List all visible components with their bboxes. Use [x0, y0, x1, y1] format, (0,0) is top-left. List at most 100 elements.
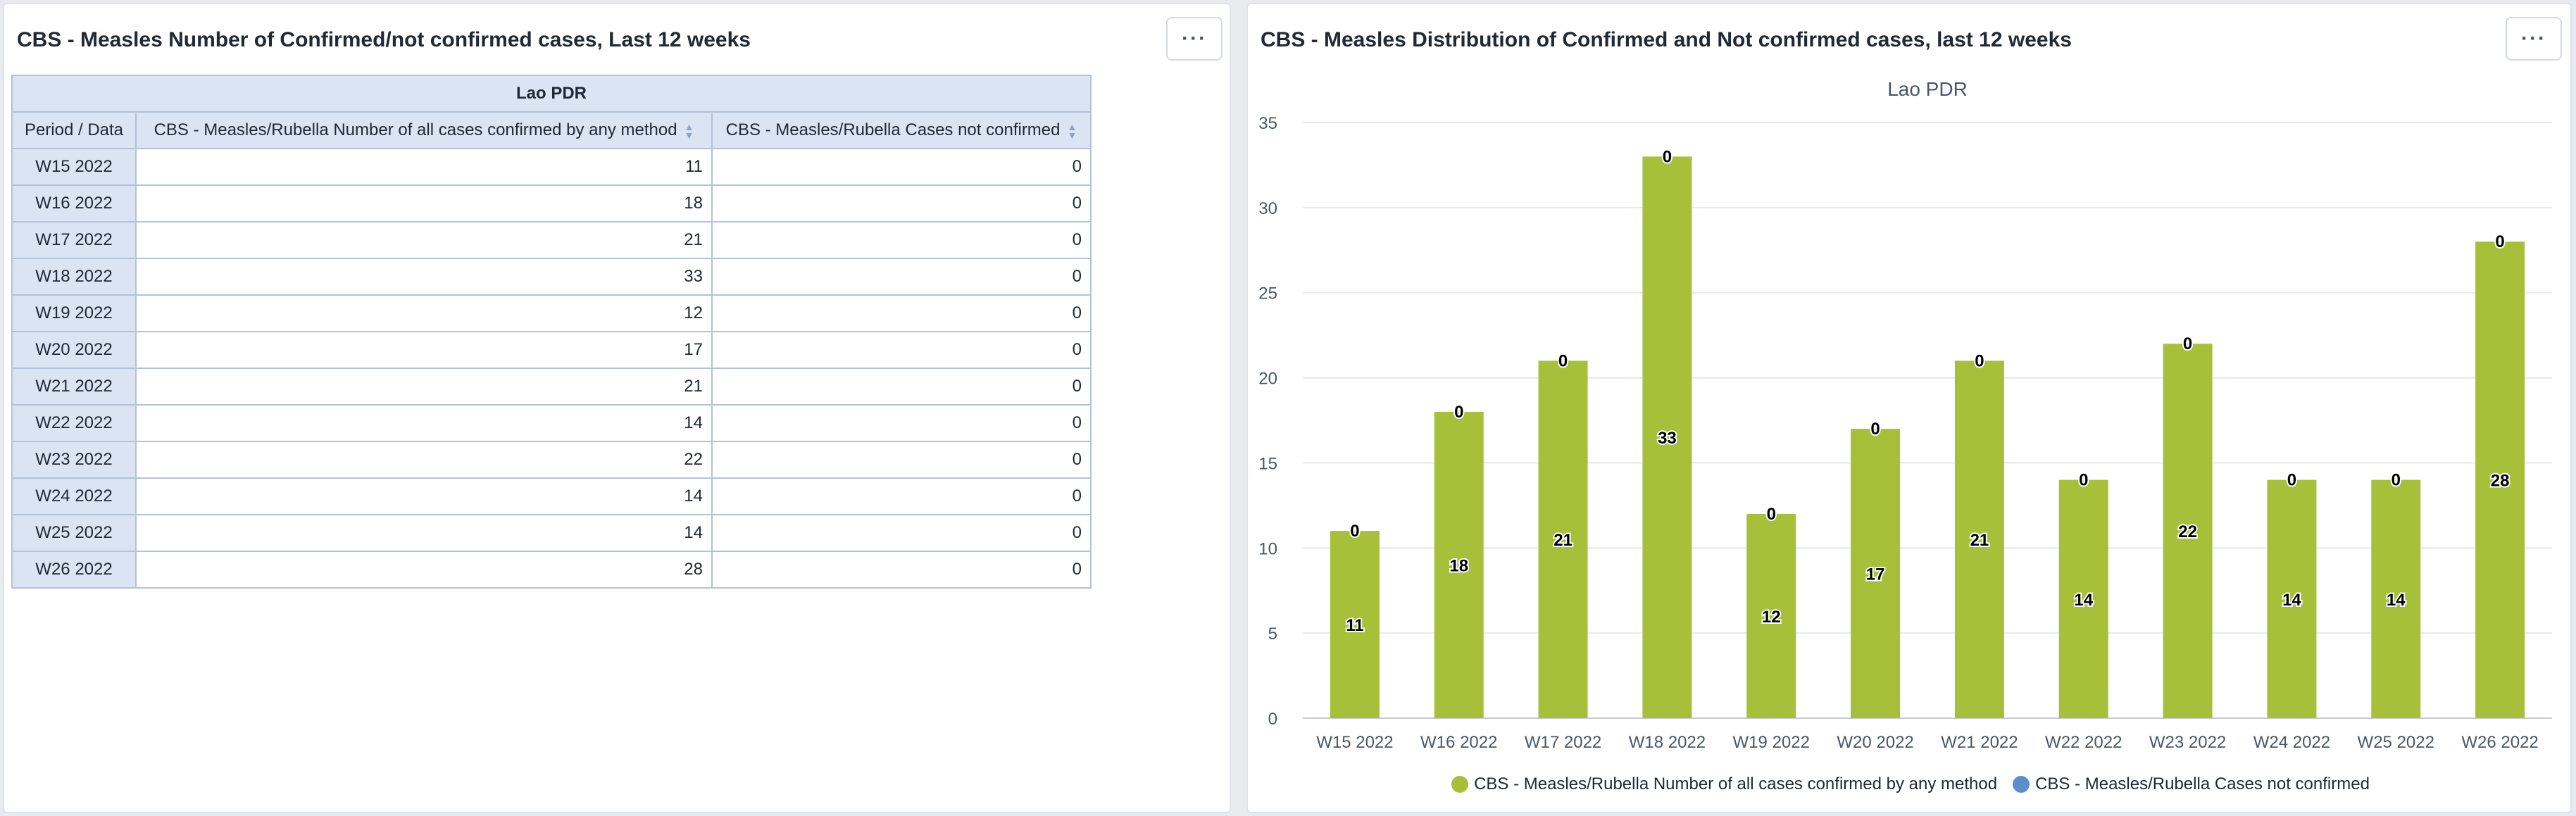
x-tick-label: W21 2022: [1941, 733, 2018, 752]
bar-confirmed[interactable]: [1851, 429, 1901, 718]
data-label-confirmed: 33: [1658, 429, 1677, 448]
period-cell[interactable]: W16 2022: [11, 184, 137, 222]
bar-confirmed[interactable]: [2058, 479, 2108, 718]
bar-chart-menu-button[interactable]: ···: [2506, 17, 2562, 61]
column-header-label: CBS - Measles/Rubella Cases not confirme…: [725, 120, 1061, 139]
data-label-confirmed: 28: [2491, 472, 2510, 491]
org-unit-header: Lao PDR: [11, 75, 1092, 113]
period-cell[interactable]: W21 2022: [11, 368, 137, 406]
data-label-not-confirmed: 0: [2079, 471, 2088, 490]
bar-confirmed[interactable]: [1954, 360, 2004, 718]
bar-confirmed[interactable]: [1538, 360, 1588, 718]
not-confirmed-cell[interactable]: 0: [711, 514, 1092, 552]
data-label-confirmed: 11: [1346, 616, 1363, 635]
not-confirmed-cell[interactable]: 0: [711, 477, 1092, 515]
data-label-confirmed: 21: [1970, 531, 1989, 550]
confirmed-cell[interactable]: 12: [135, 294, 713, 332]
not-confirmed-cell[interactable]: 0: [711, 441, 1092, 479]
not-confirmed-cell[interactable]: 0: [711, 221, 1092, 259]
confirmed-cell[interactable]: 11: [135, 148, 713, 186]
table-row: W24 2022 14 0: [11, 477, 1092, 515]
column-header-not-confirmed[interactable]: CBS - Measles/Rubella Cases not confirme…: [711, 111, 1092, 149]
data-label-not-confirmed: 0: [2183, 334, 2192, 353]
confirmed-cell[interactable]: 33: [135, 258, 713, 296]
period-cell[interactable]: W20 2022: [11, 331, 137, 369]
data-label-confirmed: 14: [2282, 591, 2301, 610]
data-label-not-confirmed: 0: [2495, 232, 2504, 251]
bar-confirmed[interactable]: [2371, 479, 2421, 718]
sort-icon[interactable]: ▲ ▼: [1067, 120, 1077, 141]
confirmed-cell[interactable]: 22: [135, 441, 713, 479]
not-confirmed-cell[interactable]: 0: [711, 184, 1092, 222]
not-confirmed-cell[interactable]: 0: [711, 551, 1092, 589]
period-cell[interactable]: W15 2022: [11, 148, 137, 186]
table-row: W19 2022 12 0: [11, 294, 1092, 332]
not-confirmed-cell[interactable]: 0: [711, 331, 1092, 369]
bar-confirmed[interactable]: [1746, 513, 1796, 718]
not-confirmed-cell[interactable]: 0: [711, 404, 1092, 442]
period-cell[interactable]: W24 2022: [11, 477, 137, 515]
period-cell[interactable]: W26 2022: [11, 551, 137, 589]
confirmed-cell[interactable]: 28: [135, 551, 713, 589]
legend-item[interactable]: CBS - Measles/Rubella Cases not confirme…: [2013, 774, 2370, 794]
bar-confirmed[interactable]: [1330, 531, 1380, 718]
period-cell[interactable]: W22 2022: [11, 404, 137, 442]
y-tick-label: 10: [1258, 539, 1277, 558]
not-confirmed-cell[interactable]: 0: [711, 258, 1092, 296]
confirmed-cell[interactable]: 14: [135, 477, 713, 515]
column-header-confirmed[interactable]: CBS - Measles/Rubella Number of all case…: [135, 111, 713, 149]
period-cell[interactable]: W17 2022: [11, 221, 137, 259]
pivot-table-panel: CBS - Measles Number of Confirmed/not co…: [3, 3, 1231, 813]
x-tick-label: W20 2022: [1837, 733, 1913, 752]
not-confirmed-cell[interactable]: 0: [711, 148, 1092, 186]
data-label-not-confirmed: 0: [1558, 351, 1568, 370]
not-confirmed-cell[interactable]: 0: [711, 294, 1092, 332]
table-row: W21 2022 21 0: [11, 368, 1092, 406]
data-label-not-confirmed: 0: [1975, 351, 1984, 370]
period-cell[interactable]: W19 2022: [11, 294, 137, 332]
data-label-not-confirmed: 0: [1767, 505, 1776, 524]
x-tick-label: W15 2022: [1316, 733, 1393, 752]
data-label-confirmed: 14: [2074, 591, 2093, 610]
confirmed-cell[interactable]: 14: [135, 514, 713, 552]
confirmed-cell[interactable]: 17: [135, 331, 713, 369]
data-label-confirmed: 14: [2387, 591, 2406, 610]
x-tick-label: W22 2022: [2045, 733, 2122, 752]
y-tick-label: 25: [1258, 284, 1277, 303]
data-label-confirmed: 12: [1762, 608, 1781, 627]
x-tick-label: W18 2022: [1629, 733, 1706, 752]
table-row: W20 2022 17 0: [11, 331, 1092, 369]
bar-confirmed[interactable]: [2475, 241, 2525, 718]
legend-label: CBS - Measles/Rubella Number of all case…: [1474, 774, 1998, 793]
bar-chart: Lao PDR 0 5 10 15 20 25 30 35 11 0 W15 2022 18 0 W16 2…: [1258, 78, 2552, 752]
bar-chart-title: CBS - Measles Distribution of Confirmed …: [1261, 28, 2072, 51]
table-row: W18 2022 33 0: [11, 258, 1092, 296]
confirmed-cell[interactable]: 21: [135, 368, 713, 406]
bar-confirmed[interactable]: [2267, 479, 2317, 718]
y-tick-label: 5: [1268, 624, 1277, 644]
confirmed-cell[interactable]: 14: [135, 404, 713, 442]
chart-subtitle: Lao PDR: [1887, 78, 1968, 100]
not-confirmed-cell[interactable]: 0: [711, 368, 1092, 406]
confirmed-cell[interactable]: 21: [135, 221, 713, 259]
y-tick-label: 20: [1258, 370, 1277, 389]
period-cell[interactable]: W25 2022: [11, 514, 137, 552]
period-cell[interactable]: W18 2022: [11, 258, 137, 296]
data-label-confirmed: 18: [1449, 556, 1468, 575]
bar-chart-panel: CBS - Measles Distribution of Confirmed …: [1246, 3, 2572, 813]
table-row: W26 2022 28 0: [11, 551, 1092, 589]
chart-legend: CBS - Measles/Rubella Number of all case…: [1248, 774, 2573, 794]
period-cell[interactable]: W23 2022: [11, 441, 137, 479]
pivot-table-menu-button[interactable]: ···: [1166, 17, 1223, 61]
y-tick-label: 30: [1258, 199, 1277, 218]
bar-confirmed[interactable]: [1642, 156, 1692, 718]
x-tick-label: W26 2022: [2461, 733, 2538, 752]
confirmed-cell[interactable]: 18: [135, 184, 713, 222]
legend-item[interactable]: CBS - Measles/Rubella Number of all case…: [1451, 774, 1997, 794]
y-tick-label: 15: [1258, 454, 1277, 473]
x-tick-label: W16 2022: [1420, 733, 1497, 752]
legend-marker: [2013, 776, 2030, 793]
bar-confirmed[interactable]: [1434, 411, 1484, 718]
sort-icon[interactable]: ▲ ▼: [684, 120, 694, 141]
bar-confirmed[interactable]: [2163, 344, 2213, 718]
